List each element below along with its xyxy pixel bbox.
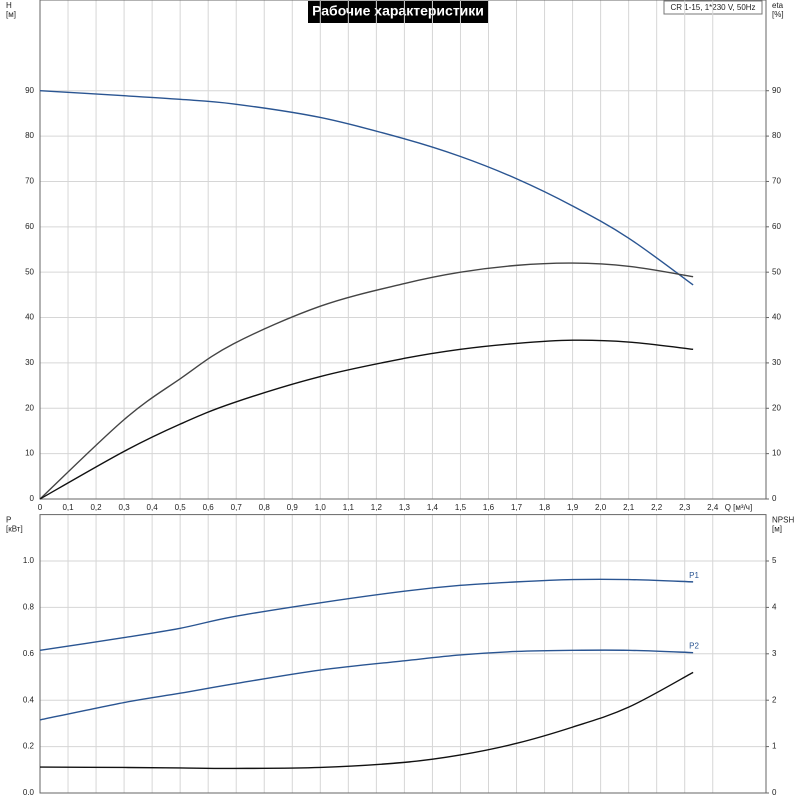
y-tick-label: 40	[25, 313, 34, 322]
y2-tick-label: 90	[772, 86, 781, 95]
y2-tick-label: 0	[772, 494, 777, 503]
x-tick-label: 0,1	[62, 503, 74, 512]
title-box	[308, 1, 488, 23]
series-line	[39, 90, 694, 286]
y-tick-label: 30	[25, 358, 34, 367]
x-tick-label: 0,8	[259, 503, 271, 512]
x-tick-label: 1,7	[511, 503, 523, 512]
x-tick-label: 1,4	[427, 503, 439, 512]
y2-tick-label: 60	[772, 222, 781, 231]
y2-tick-label: 40	[772, 313, 781, 322]
x-tick-label: 0	[38, 503, 43, 512]
y-axis-unit: [кВт]	[6, 525, 23, 534]
x-tick-label: 0,4	[147, 503, 159, 512]
y2-tick-label: 80	[772, 131, 781, 140]
series-label: P2	[689, 642, 699, 651]
x-tick-label: 2,3	[679, 503, 691, 512]
plot-frame	[39, 0, 767, 500]
y2-tick-label: 3	[772, 649, 777, 658]
y-tick-label: 0.6	[23, 649, 35, 658]
y2-tick-label: 0	[772, 788, 777, 797]
series-line	[39, 649, 694, 721]
x-tick-label: 2,0	[595, 503, 607, 512]
x-tick-label: 2,2	[651, 503, 663, 512]
x-tick-label: 0,7	[231, 503, 243, 512]
series-line	[39, 671, 694, 770]
y-tick-label: 80	[25, 131, 34, 140]
y-tick-label: 50	[25, 267, 34, 276]
y-tick-label: 90	[25, 86, 34, 95]
x-axis-label: Q [м³/ч]	[725, 503, 752, 512]
y2-tick-label: 4	[772, 603, 777, 612]
x-tick-label: 1,8	[539, 503, 551, 512]
y2-tick-label: 1	[772, 742, 777, 751]
x-tick-label: 0,5	[175, 503, 187, 512]
y2-tick-label: 20	[772, 403, 781, 412]
chart-title: Рабочие характеристики	[312, 3, 484, 19]
x-tick-label: 1,5	[455, 503, 467, 512]
plot-frame	[39, 514, 767, 794]
y2-axis-unit: [м]	[772, 525, 782, 534]
y2-axis-label: NPSH	[772, 516, 794, 525]
x-tick-label: 0,2	[90, 503, 102, 512]
y-axis-unit: [м]	[6, 10, 16, 19]
y2-tick-label: 30	[772, 358, 781, 367]
y-tick-label: 0.8	[23, 603, 35, 612]
x-tick-label: 0,3	[119, 503, 131, 512]
y2-axis-unit: [%]	[772, 10, 784, 19]
y-tick-label: 0.2	[23, 742, 35, 751]
y-tick-label: 10	[25, 449, 34, 458]
y-tick-label: 70	[25, 177, 34, 186]
x-tick-label: 1,3	[399, 503, 411, 512]
x-tick-label: 1,1	[343, 503, 355, 512]
series-line	[39, 339, 694, 500]
x-tick-label: 0,9	[287, 503, 299, 512]
y-axis-label: H	[6, 1, 12, 10]
x-tick-label: 0,6	[203, 503, 215, 512]
series-label: P1	[689, 571, 699, 580]
y-tick-label: 0	[30, 494, 35, 503]
y2-tick-label: 2	[772, 695, 777, 704]
y-axis-label: P	[6, 516, 11, 525]
y2-tick-label: 10	[772, 449, 781, 458]
y-tick-label: 0.0	[23, 788, 35, 797]
y-tick-label: 0.4	[23, 695, 35, 704]
y2-axis-label: eta	[772, 1, 784, 10]
y2-tick-label: 70	[772, 177, 781, 186]
y-tick-label: 20	[25, 403, 34, 412]
x-tick-label: 1,6	[483, 503, 495, 512]
x-tick-label: 2,4	[707, 503, 719, 512]
series-line	[39, 578, 694, 652]
x-tick-label: 1,9	[567, 503, 579, 512]
x-tick-label: 1,0	[315, 503, 327, 512]
series-line	[39, 262, 694, 500]
y-tick-label: 60	[25, 222, 34, 231]
y2-tick-label: 5	[772, 556, 777, 565]
y2-tick-label: 50	[772, 267, 781, 276]
x-tick-label: 1,2	[371, 503, 383, 512]
y-tick-label: 1.0	[23, 556, 35, 565]
x-tick-label: 2,1	[623, 503, 635, 512]
